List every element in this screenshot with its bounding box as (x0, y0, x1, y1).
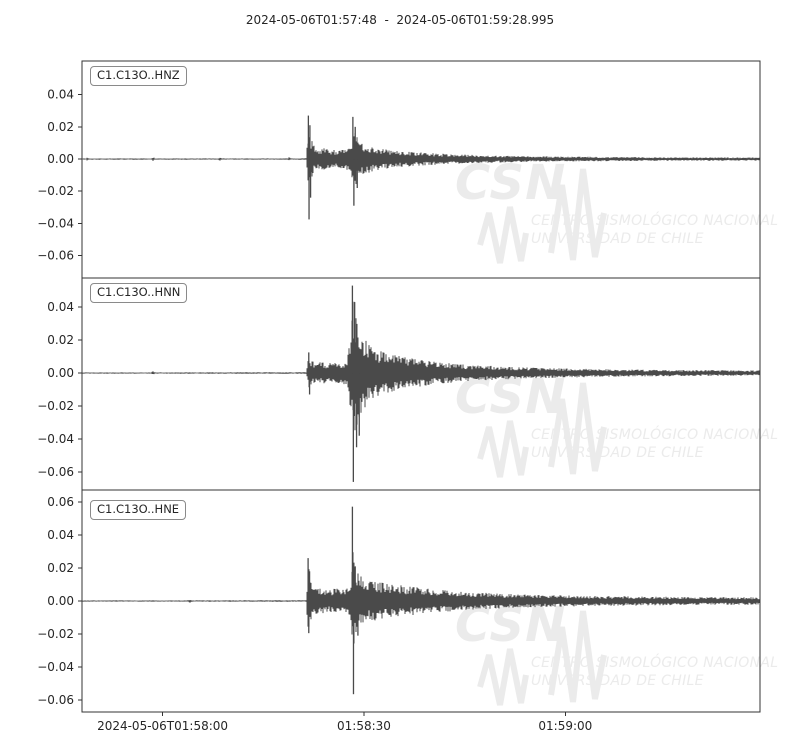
waveform-trace-hnn (82, 301, 760, 431)
y-tick-label: 0.02 (47, 120, 74, 134)
y-tick-label: −0.04 (37, 660, 74, 674)
csn-logo-text: CSN (455, 597, 567, 653)
y-tick-label: 0.02 (47, 333, 74, 347)
watermark-text: CENTRO SISMOLÓGICO NACIONAL UNIVERSIDAD … (531, 427, 778, 462)
y-tick-label: −0.02 (37, 399, 74, 413)
watermark-text: CENTRO SISMOLÓGICO NACIONAL UNIVERSIDAD … (531, 213, 778, 248)
waveform-trace-hne (82, 552, 760, 644)
figure-title: 2024-05-06T01:57:48 - 2024-05-06T01:59:2… (245, 13, 555, 27)
watermark-line1: CENTRO SISMOLÓGICO NACIONAL (531, 213, 779, 229)
watermark-text: CENTRO SISMOLÓGICO NACIONAL UNIVERSIDAD … (531, 655, 778, 690)
y-tick-label: −0.06 (37, 465, 74, 479)
watermark-line2: UNIVERSIDAD DE CHILE (531, 444, 704, 461)
panel-frame (81, 60, 761, 279)
panel-frame (81, 489, 761, 713)
y-tick-label: −0.02 (37, 184, 74, 198)
trace-label-hne: C1.C13O..HNE (90, 500, 187, 520)
y-tick-label: −0.04 (37, 432, 74, 446)
panel-frame (81, 277, 761, 491)
y-tick-label: 0.04 (47, 528, 74, 542)
watermark-line2: UNIVERSIDAD DE CHILE (531, 672, 704, 689)
seismic-zigzag-icon (548, 382, 607, 475)
y-tick-label: −0.02 (37, 627, 74, 641)
y-tick-label: −0.06 (37, 249, 74, 263)
csn-logo-text: CSN (455, 155, 567, 211)
seismic-zigzag-icon (477, 206, 529, 264)
y-tick-label: 0.00 (47, 152, 74, 166)
watermark-line2: UNIVERSIDAD DE CHILE (531, 230, 704, 247)
y-tick-label: 0.04 (47, 300, 74, 314)
seismic-zigzag-icon (477, 420, 529, 478)
y-tick-label: 0.00 (47, 366, 74, 380)
watermark-line1: CENTRO SISMOLÓGICO NACIONAL (531, 427, 779, 443)
watermark-line1: CENTRO SISMOLÓGICO NACIONAL (531, 655, 779, 671)
seismic-zigzag-icon (548, 610, 607, 703)
waveform-trace-hnz (82, 130, 760, 193)
csn-watermark: CSN CENTRO SISMOLÓGICO NACIONAL UNIVERSI… (455, 601, 778, 713)
seismic-zigzag-icon (548, 168, 607, 261)
y-tick-label: −0.06 (37, 693, 74, 707)
y-tick-label: 0.02 (47, 561, 74, 575)
csn-watermark: CSN CENTRO SISMOLÓGICO NACIONAL UNIVERSI… (455, 159, 778, 271)
csn-logo-text: CSN (455, 369, 567, 425)
y-tick-label: 0.04 (47, 88, 74, 102)
x-tick-label: 01:59:00 (538, 719, 592, 733)
y-tick-label: 0.00 (47, 594, 74, 608)
x-tick-label: 2024-05-06T01:58:00 (97, 719, 228, 733)
csn-watermark: CSN CENTRO SISMOLÓGICO NACIONAL UNIVERSI… (455, 373, 778, 485)
y-tick-label: −0.04 (37, 216, 74, 230)
trace-label-hnz: C1.C13O..HNZ (90, 66, 187, 86)
trace-label-hnn: C1.C13O..HNN (90, 283, 188, 303)
seismic-zigzag-icon (477, 648, 529, 706)
x-tick-label: 01:58:30 (337, 719, 391, 733)
y-tick-label: 0.06 (47, 495, 74, 509)
